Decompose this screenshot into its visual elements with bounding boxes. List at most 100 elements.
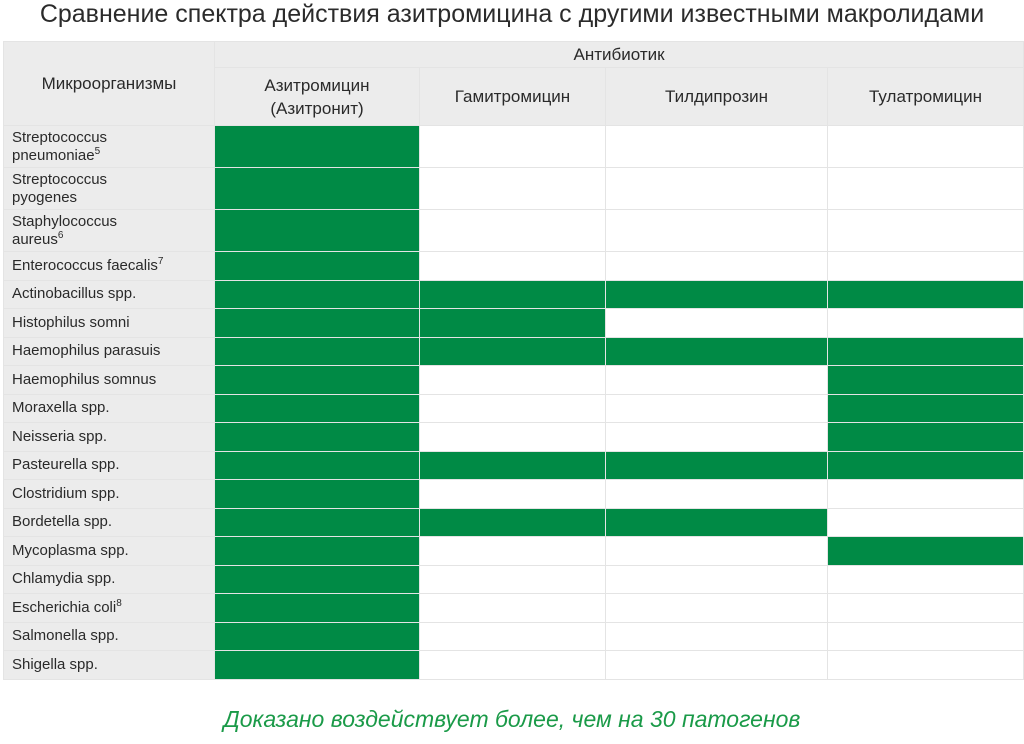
microorganism-line1: Moraxella spp.	[12, 399, 110, 417]
activity-cell-active	[605, 336, 828, 366]
activity-cell-empty	[605, 650, 828, 680]
activity-cell-empty	[605, 621, 828, 651]
activity-cell-active	[419, 279, 606, 309]
column-header-tildipirosin: Тилдипрозин	[605, 67, 828, 126]
activity-cell-empty	[826, 308, 1024, 338]
microorganism-line1: Histophilus somni	[12, 313, 130, 331]
microorganism-name: Actinobacillus spp.	[3, 279, 215, 309]
column-header-line1: Гамитромицин	[454, 87, 571, 106]
activity-cell-active	[826, 279, 1024, 309]
activity-cell-empty	[826, 564, 1024, 594]
activity-cell-active	[214, 621, 420, 651]
activity-cell-empty	[826, 650, 1024, 680]
microorganism-line1: Salmonella spp.	[12, 627, 119, 645]
activity-cell-empty	[419, 125, 606, 168]
table-row: Moraxella spp.	[3, 393, 1024, 423]
footer-note: Доказано воздействует более, чем на 30 п…	[223, 706, 801, 732]
activity-cell-active	[214, 422, 420, 452]
activity-cell-active	[214, 308, 420, 338]
table-row: Haemophilus somnus	[3, 365, 1024, 395]
activity-cell-active	[214, 450, 420, 480]
activity-cell-active	[826, 393, 1024, 423]
activity-cell-active	[214, 564, 420, 594]
activity-cell-empty	[826, 507, 1024, 537]
activity-cell-empty	[605, 479, 828, 509]
column-header-line1: Тулатромицин	[868, 87, 983, 106]
activity-cell-active	[826, 336, 1024, 366]
activity-cell-active	[605, 507, 828, 537]
microorganism-line1: Neisseria spp.	[12, 427, 108, 445]
table-row: Streptococcus pneumoniae5	[3, 125, 1024, 168]
table-row: Enterococcus faecalis7	[3, 251, 1024, 281]
activity-cell-empty	[605, 422, 828, 452]
activity-cell-active	[419, 507, 606, 537]
activity-cell-empty	[419, 365, 606, 395]
activity-cell-active	[214, 650, 420, 680]
microorganism-name: Clostridium spp.	[3, 479, 215, 509]
activity-cell-empty	[826, 125, 1024, 168]
microorganism-name: Neisseria spp.	[3, 422, 215, 452]
column-header-azithromycin: Азитромицин (Азитронит)	[214, 67, 420, 126]
footnote-marker: 6	[57, 229, 64, 241]
spectrum-table: Микроорганизмы Антибиотик Азитромицин (А…	[3, 41, 1024, 680]
activity-cell-active	[214, 167, 420, 210]
microorganism-line1: Actinobacillus spp.	[12, 285, 137, 303]
table-row: Histophilus somni	[3, 308, 1024, 338]
activity-cell-empty	[419, 650, 606, 680]
activity-cell-empty	[605, 365, 828, 395]
microorganism-name: Pasteurella spp.	[3, 450, 215, 480]
activity-cell-empty	[419, 564, 606, 594]
microorganism-line1: Streptococcus	[12, 170, 108, 188]
microorganism-name: Salmonella spp.	[3, 621, 215, 651]
microorganism-line1: Enterococcus faecalis	[12, 256, 158, 274]
table-row: Haemophilus parasuis	[3, 336, 1024, 366]
activity-cell-empty	[826, 479, 1024, 509]
microorganism-name: Chlamydia spp.	[3, 564, 215, 594]
table-row: Neisseria spp.	[3, 422, 1024, 452]
microorganism-line2: pyogenes	[12, 188, 78, 206]
microorganism-name: Mycoplasma spp.	[3, 536, 215, 566]
table-row: Bordetella spp.	[3, 507, 1024, 537]
footnote-marker: 7	[157, 255, 164, 267]
column-header-gamithromycin: Гамитромицин	[419, 67, 606, 126]
microorganism-line2: aureus	[12, 230, 58, 248]
activity-cell-active	[214, 393, 420, 423]
column-header-line1: Азитромицин	[264, 75, 370, 95]
microorganism-name: Streptococcus pyogenes	[3, 167, 215, 210]
microorganism-name: Moraxella spp.	[3, 393, 215, 423]
table-row: Actinobacillus spp.	[3, 279, 1024, 309]
activity-cell-active	[419, 308, 606, 338]
table-body: Streptococcus pneumoniae5 Streptococcus pyo…	[3, 125, 1024, 680]
activity-cell-active	[214, 336, 420, 366]
microorganism-line1: Bordetella spp.	[12, 513, 113, 531]
table-row: Streptococcus pyogenes	[3, 167, 1024, 210]
microorganisms-header: Микроорганизмы	[3, 41, 215, 126]
activity-cell-active	[826, 365, 1024, 395]
table-row: Chlamydia spp.	[3, 564, 1024, 594]
microorganism-line1: Pasteurella spp.	[12, 456, 120, 474]
activity-cell-empty	[605, 167, 828, 210]
activity-cell-empty	[826, 621, 1024, 651]
activity-cell-empty	[419, 393, 606, 423]
microorganism-line1: Escherichia coli	[12, 598, 117, 616]
microorganism-line2: pneumoniae	[12, 146, 95, 164]
activity-cell-active	[214, 479, 420, 509]
activity-cell-active	[826, 422, 1024, 452]
microorganism-name: Haemophilus somnus	[3, 365, 215, 395]
activity-cell-empty	[419, 593, 606, 623]
microorganism-name: Shigella spp.	[3, 650, 215, 680]
microorganism-name: Haemophilus parasuis	[3, 336, 215, 366]
activity-cell-active	[214, 125, 420, 168]
footnote-marker: 8	[116, 597, 122, 609]
footnote-marker: 5	[94, 145, 101, 157]
activity-cell-empty	[605, 251, 828, 281]
activity-cell-empty	[605, 125, 828, 168]
activity-cell-empty	[605, 308, 828, 338]
column-header-line1: Тилдипрозин	[664, 87, 769, 106]
activity-cell-empty	[419, 209, 606, 252]
microorganism-name: Bordetella spp.	[3, 507, 215, 537]
activity-cell-empty	[605, 593, 828, 623]
microorganism-name: Enterococcus faecalis7	[3, 251, 215, 281]
table-row: Clostridium spp.	[3, 479, 1024, 509]
microorganism-name: Histophilus somni	[3, 308, 215, 338]
